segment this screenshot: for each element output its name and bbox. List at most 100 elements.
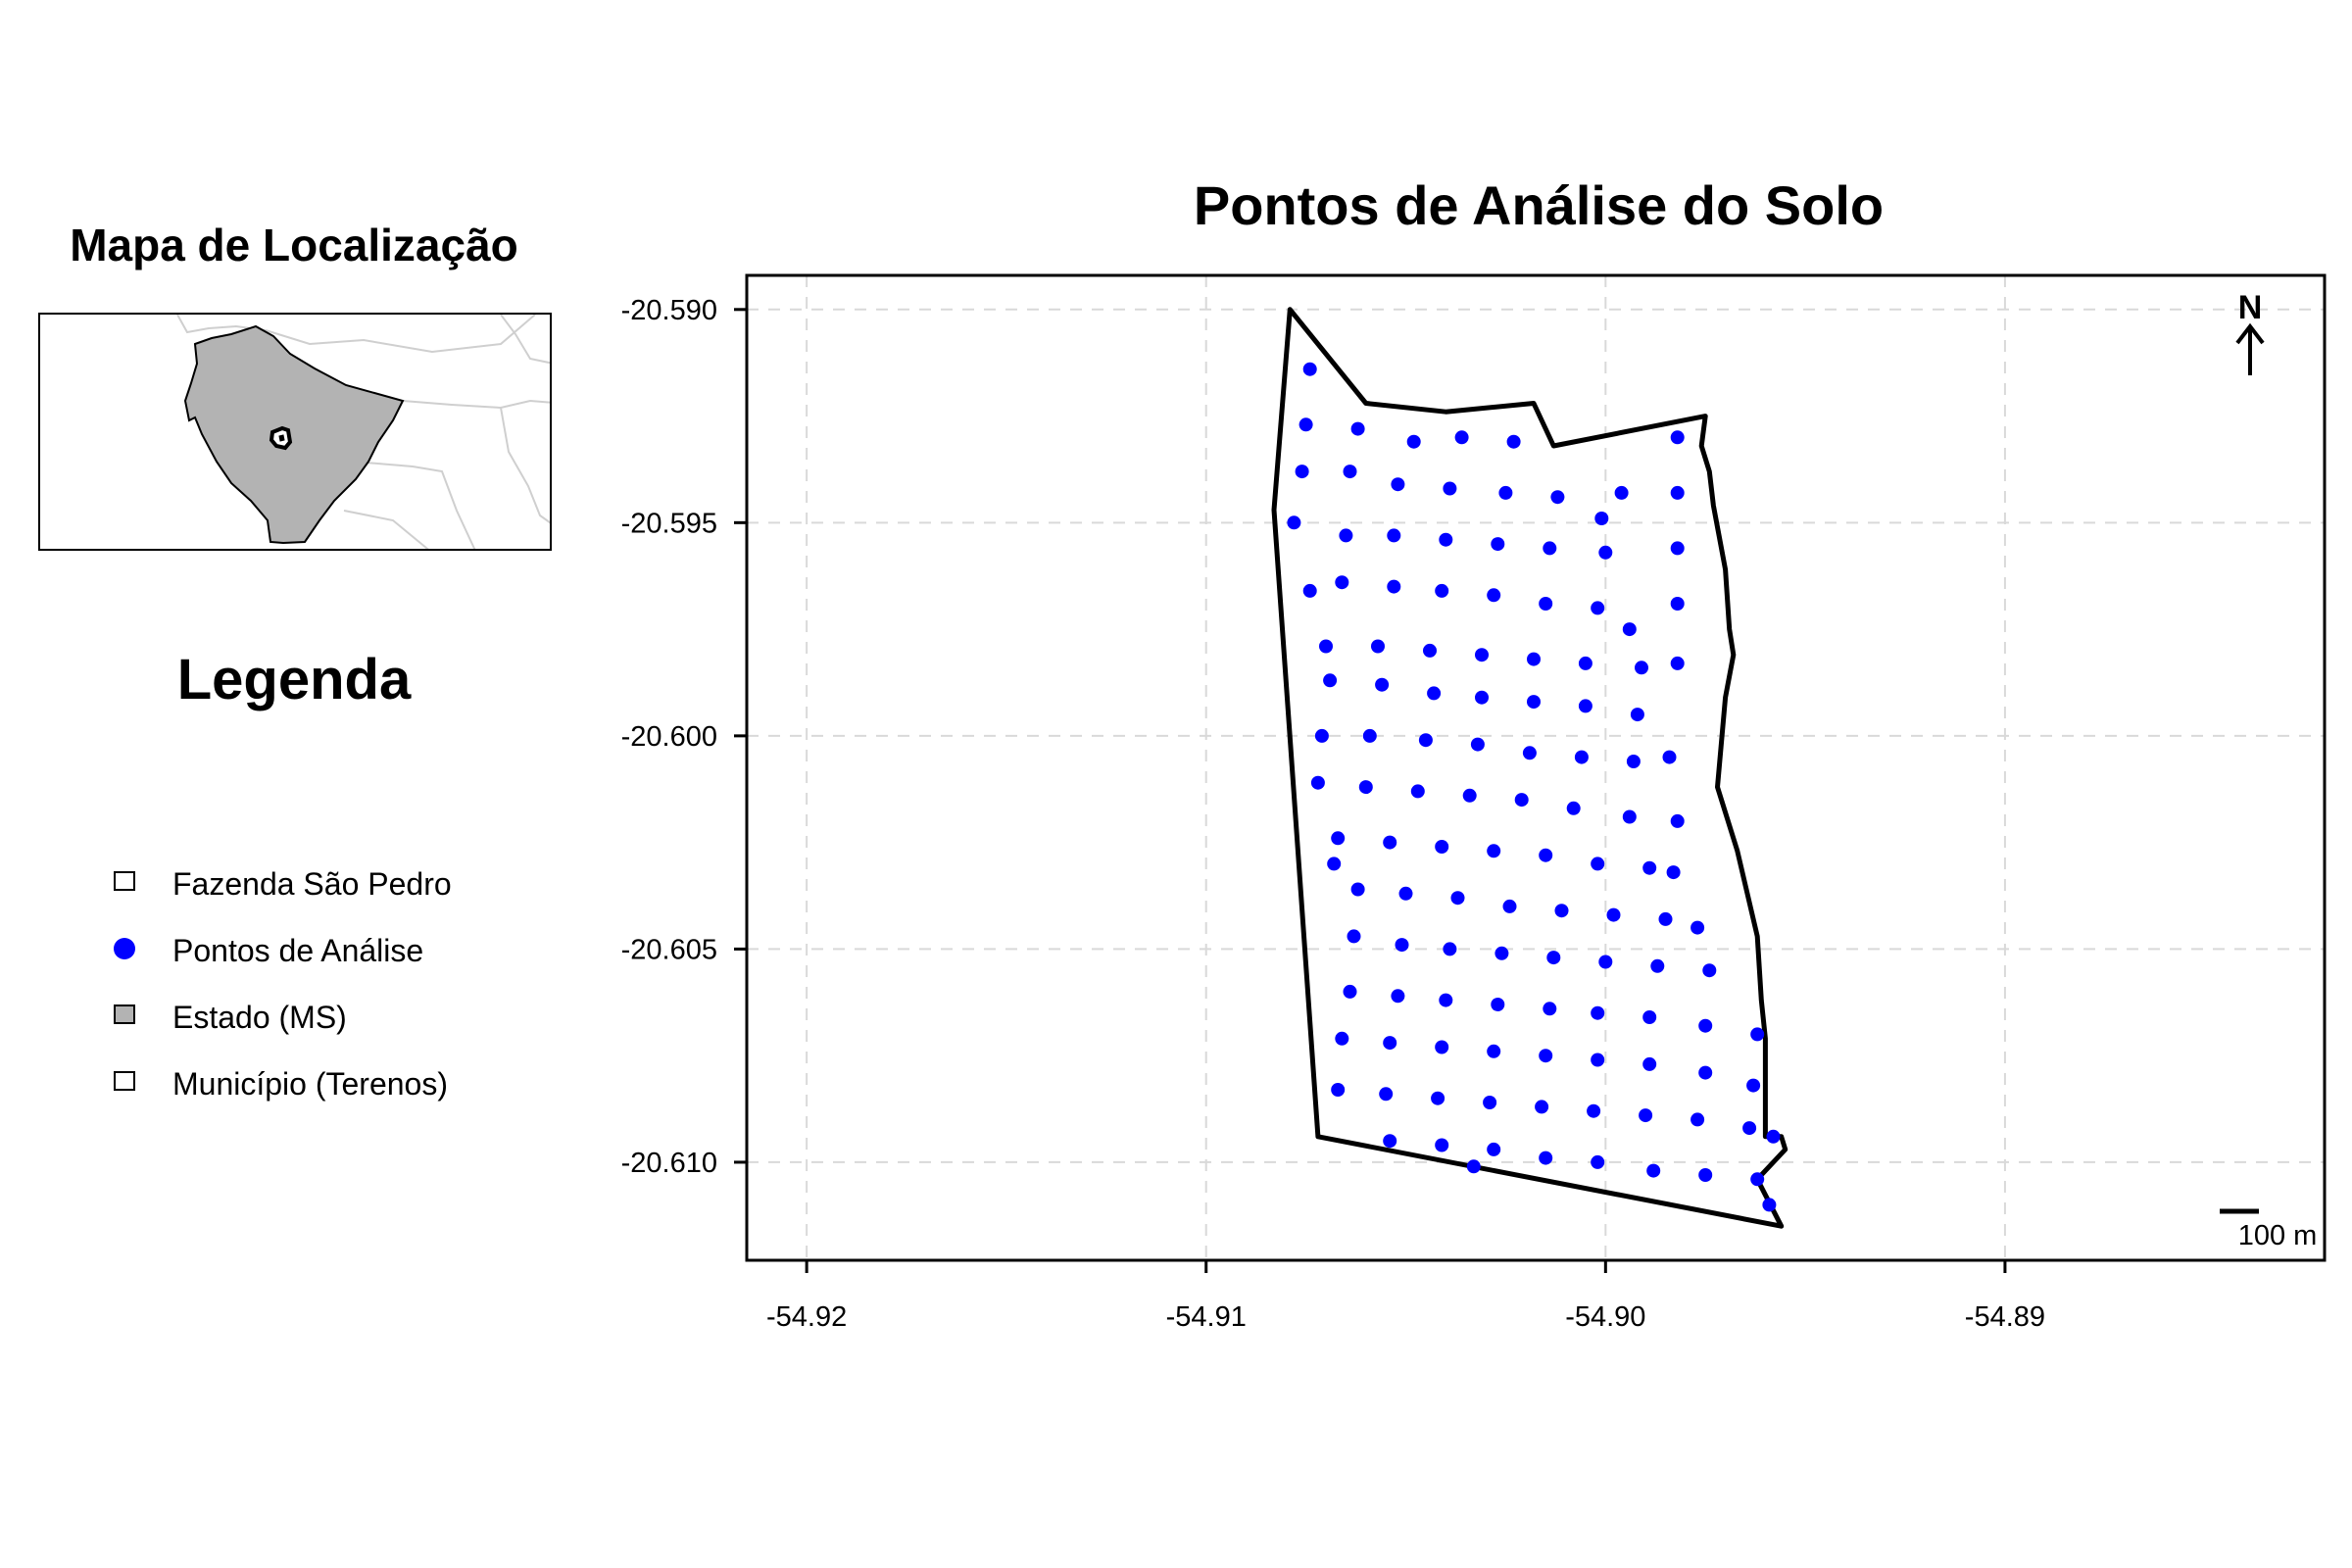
analysis-point	[1470, 737, 1485, 752]
analysis-point	[1295, 465, 1309, 479]
analysis-point	[1475, 648, 1489, 662]
analysis-point	[1350, 421, 1365, 436]
analysis-point	[1566, 801, 1581, 815]
neighbor-border	[353, 461, 476, 549]
analysis-point	[1391, 477, 1405, 492]
analysis-point	[1591, 1005, 1605, 1020]
analysis-point	[1439, 532, 1453, 547]
scale-label: 100 m	[2238, 1220, 2318, 1251]
analysis-point	[1435, 583, 1449, 598]
analysis-point	[1379, 1087, 1394, 1102]
analysis-point	[1475, 690, 1489, 705]
north-label: N	[2238, 289, 2263, 326]
analysis-point	[1698, 1065, 1713, 1080]
analysis-point	[1698, 1018, 1713, 1033]
analysis-point	[1314, 728, 1329, 743]
analysis-point	[1302, 362, 1317, 376]
inset-map-svg	[176, 315, 550, 549]
analysis-point	[1670, 597, 1685, 611]
north-arrow-head-icon	[2235, 322, 2265, 345]
analysis-point	[1539, 1049, 1553, 1063]
y-tick-label: -20.605	[621, 934, 717, 965]
open-square-icon	[114, 871, 135, 891]
analysis-point	[1650, 958, 1665, 973]
legend-title: Legenda	[176, 648, 412, 711]
y-axis: -20.590 -20.595 -20.600 -20.605 -20.610	[621, 295, 747, 1179]
grid-lines	[747, 275, 2325, 1260]
blue-dot-icon	[114, 938, 135, 959]
analysis-point	[1630, 708, 1644, 722]
analysis-point	[1350, 882, 1365, 897]
analysis-point	[1598, 545, 1613, 560]
x-tick-label: -54.91	[1166, 1301, 1247, 1333]
analysis-point	[1331, 831, 1346, 846]
analysis-point	[1626, 755, 1641, 768]
analysis-point	[1574, 750, 1589, 764]
open-square-icon	[114, 1071, 135, 1091]
analysis-point	[1642, 1056, 1657, 1071]
analysis-point	[1766, 1129, 1781, 1144]
analysis-point	[1395, 938, 1409, 953]
legend-item-label: Pontos de Análise	[172, 933, 424, 968]
analysis-point	[1591, 857, 1605, 871]
analysis-point	[1539, 848, 1553, 862]
analysis-point	[1702, 963, 1717, 978]
analysis-point	[1487, 844, 1501, 858]
analysis-point	[1491, 998, 1505, 1011]
analysis-point	[1646, 1163, 1661, 1178]
analysis-point	[1423, 643, 1437, 658]
analysis-point	[1670, 813, 1685, 828]
analysis-point	[1427, 686, 1442, 701]
analysis-point	[1522, 746, 1537, 760]
analysis-point	[1535, 1100, 1549, 1114]
analysis-point	[1462, 788, 1477, 803]
analysis-point	[1406, 434, 1421, 449]
analysis-point	[1587, 1103, 1601, 1118]
location-inset-map	[38, 313, 552, 551]
neighbor-border	[176, 315, 267, 334]
analysis-point	[1491, 537, 1505, 552]
analysis-point	[1698, 1168, 1713, 1182]
analysis-point	[1666, 865, 1681, 880]
analysis-point	[1435, 1040, 1449, 1054]
analysis-point	[1598, 955, 1613, 969]
analysis-point	[1287, 515, 1301, 530]
analysis-point	[1487, 588, 1501, 603]
analysis-point	[1335, 1031, 1349, 1046]
analysis-point	[1543, 1002, 1557, 1016]
analysis-point	[1658, 911, 1673, 926]
legend-item-label: Estado (MS)	[172, 1000, 347, 1035]
farm-marker	[278, 434, 285, 442]
scale-bar: 100 m	[2220, 1208, 2318, 1251]
analysis-point	[1331, 1083, 1346, 1097]
analysis-point	[1527, 652, 1541, 666]
analysis-point	[1639, 1108, 1653, 1123]
analysis-point	[1750, 1027, 1765, 1042]
inset-title: Mapa de Localização	[70, 220, 518, 270]
analysis-point	[1546, 951, 1561, 965]
analysis-point	[1622, 809, 1637, 824]
analysis-point	[1431, 1091, 1446, 1105]
analysis-point	[1550, 490, 1565, 505]
analysis-point	[1371, 639, 1385, 654]
legend-item-label: Município (Terenos)	[172, 1066, 448, 1102]
analysis-point	[1343, 984, 1357, 999]
neighbor-border	[500, 315, 550, 365]
y-tick-label: -20.610	[621, 1148, 717, 1179]
analysis-point	[1410, 784, 1425, 799]
analysis-point	[1466, 1159, 1481, 1174]
analysis-point	[1690, 1112, 1705, 1127]
analysis-point	[1323, 673, 1338, 688]
analysis-point	[1494, 946, 1509, 960]
north-arrow: N	[2235, 289, 2265, 375]
analysis-point	[1435, 1138, 1449, 1152]
analysis-point	[1383, 835, 1397, 850]
analysis-point	[1762, 1198, 1777, 1212]
analysis-point	[1310, 775, 1325, 790]
analysis-point	[1339, 528, 1353, 543]
y-tick-label: -20.595	[621, 508, 717, 539]
analysis-point	[1642, 1010, 1657, 1024]
analysis-point	[1594, 512, 1609, 525]
analysis-point	[1443, 481, 1457, 496]
neighbor-border	[265, 315, 536, 354]
